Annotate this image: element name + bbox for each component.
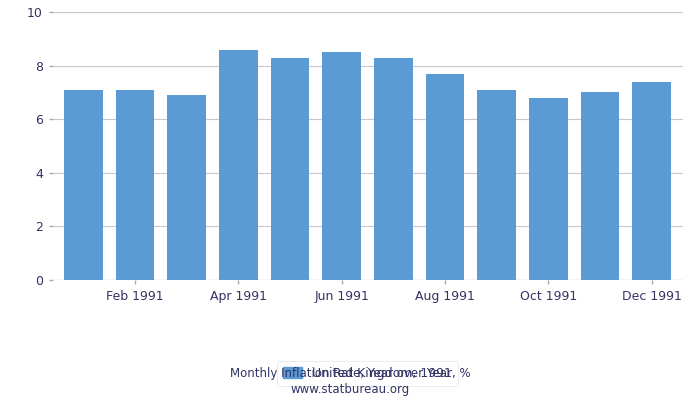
Text: www.statbureau.org: www.statbureau.org bbox=[290, 384, 410, 396]
Bar bbox=[271, 58, 309, 280]
Bar bbox=[64, 90, 103, 280]
Bar bbox=[580, 92, 620, 280]
Bar bbox=[322, 52, 361, 280]
Bar bbox=[374, 58, 413, 280]
Bar bbox=[167, 95, 206, 280]
Bar bbox=[116, 90, 155, 280]
Bar bbox=[632, 82, 671, 280]
Legend: United Kingdom, 1991: United Kingdom, 1991 bbox=[277, 361, 458, 386]
Bar bbox=[529, 98, 568, 280]
Bar bbox=[477, 90, 516, 280]
Text: Monthly Inflation Rate, Year over Year, %: Monthly Inflation Rate, Year over Year, … bbox=[230, 368, 470, 380]
Bar bbox=[219, 50, 258, 280]
Bar bbox=[426, 74, 464, 280]
